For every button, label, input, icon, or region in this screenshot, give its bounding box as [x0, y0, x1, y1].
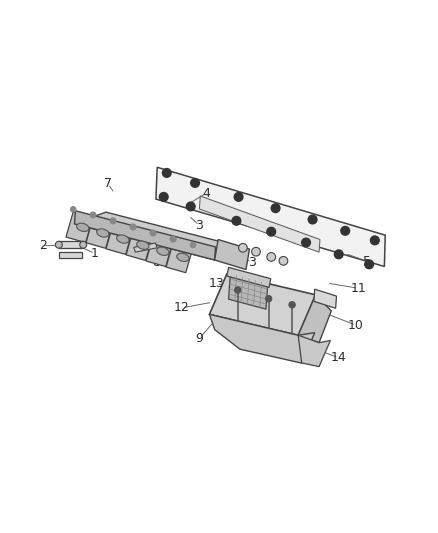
Circle shape	[289, 302, 295, 308]
Text: 12: 12	[174, 301, 190, 314]
Polygon shape	[215, 239, 250, 270]
Text: 14: 14	[331, 351, 346, 365]
Circle shape	[191, 179, 199, 187]
Polygon shape	[298, 295, 331, 343]
Polygon shape	[146, 236, 173, 266]
Polygon shape	[227, 268, 271, 287]
Text: 2: 2	[39, 239, 47, 252]
Circle shape	[55, 241, 62, 248]
Circle shape	[159, 192, 168, 201]
Text: 1: 1	[163, 234, 171, 247]
Circle shape	[267, 228, 276, 236]
Ellipse shape	[177, 253, 189, 262]
Circle shape	[90, 212, 95, 217]
Circle shape	[71, 207, 76, 212]
Circle shape	[111, 219, 116, 224]
Circle shape	[151, 231, 156, 236]
Text: 3: 3	[195, 219, 203, 232]
Circle shape	[302, 238, 311, 247]
Text: 11: 11	[350, 282, 366, 295]
Polygon shape	[166, 242, 193, 273]
Polygon shape	[74, 212, 244, 260]
Polygon shape	[59, 252, 82, 258]
Text: 4: 4	[202, 187, 210, 200]
Text: 10: 10	[348, 319, 364, 332]
Circle shape	[131, 224, 136, 230]
Circle shape	[91, 212, 96, 217]
Circle shape	[279, 256, 288, 265]
Text: 7: 7	[104, 177, 112, 190]
Circle shape	[271, 204, 280, 213]
Circle shape	[110, 218, 116, 223]
Circle shape	[267, 253, 276, 261]
Circle shape	[234, 192, 243, 201]
Circle shape	[170, 236, 176, 241]
Circle shape	[130, 224, 135, 229]
Ellipse shape	[117, 235, 129, 243]
Circle shape	[341, 227, 350, 235]
Circle shape	[191, 243, 195, 248]
Polygon shape	[199, 196, 320, 252]
Circle shape	[80, 241, 87, 248]
Circle shape	[334, 250, 343, 259]
Text: 13: 13	[209, 277, 225, 289]
Circle shape	[150, 230, 155, 236]
Circle shape	[235, 287, 241, 293]
Polygon shape	[74, 211, 215, 260]
Circle shape	[308, 215, 317, 224]
Circle shape	[171, 237, 176, 242]
Ellipse shape	[137, 241, 149, 249]
Polygon shape	[209, 274, 316, 335]
Polygon shape	[126, 230, 153, 261]
Polygon shape	[229, 274, 268, 309]
Circle shape	[232, 216, 241, 225]
Text: 9: 9	[195, 332, 203, 345]
Circle shape	[162, 168, 171, 177]
Ellipse shape	[157, 247, 169, 255]
Circle shape	[239, 244, 247, 252]
Text: 1: 1	[91, 247, 99, 260]
Circle shape	[371, 236, 379, 245]
Text: 5: 5	[363, 255, 371, 268]
Circle shape	[252, 247, 260, 256]
Polygon shape	[59, 241, 83, 248]
Text: 8: 8	[152, 256, 160, 269]
Ellipse shape	[77, 223, 89, 231]
Polygon shape	[209, 314, 315, 363]
Circle shape	[365, 260, 374, 269]
Circle shape	[265, 296, 272, 302]
Circle shape	[186, 202, 195, 211]
Polygon shape	[106, 224, 133, 254]
Polygon shape	[66, 212, 93, 243]
Polygon shape	[134, 243, 157, 252]
Polygon shape	[314, 289, 336, 308]
Text: 6: 6	[219, 245, 227, 258]
Ellipse shape	[97, 229, 109, 237]
Polygon shape	[86, 217, 113, 248]
Text: 3: 3	[248, 256, 256, 269]
Polygon shape	[298, 335, 330, 367]
Polygon shape	[156, 167, 385, 266]
